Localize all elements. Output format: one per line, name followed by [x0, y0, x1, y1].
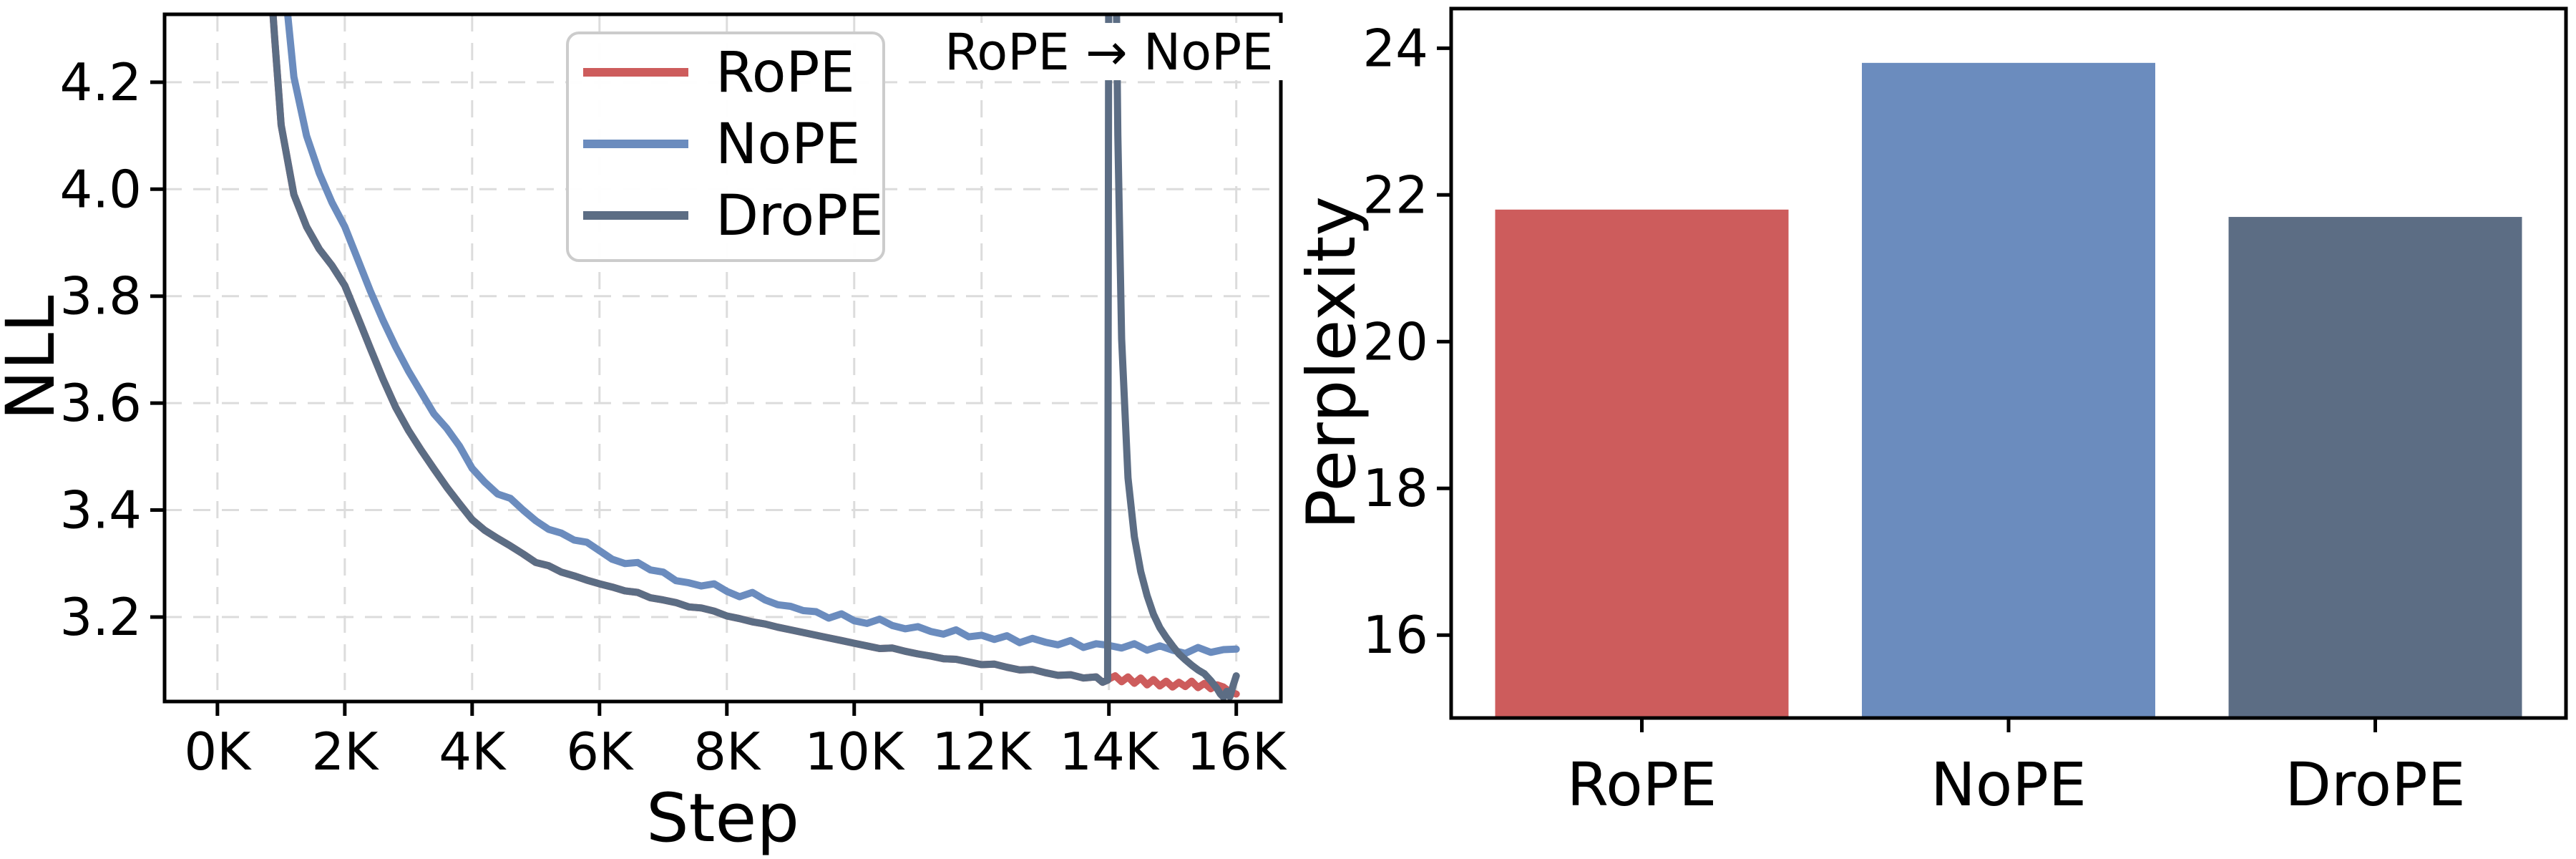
y-tick-label: 4.0 [59, 159, 142, 219]
category-label-rope: RoPE [1567, 749, 1717, 820]
x-tick-label: 4K [439, 722, 507, 782]
nll-curve-nope [283, 14, 1240, 657]
x-tick-label: 14K [1059, 722, 1160, 782]
x-tick-label: 8K [693, 722, 761, 782]
x-tick-label: 10K [804, 722, 905, 782]
left-plot-tick-labels: 0K 2K 4K 6K 8K 10K 12K 14K 16K 3.2 3.4 3.6 3.8 4.0 4.2 [59, 52, 1287, 782]
y-tick-label: 24 [1362, 18, 1428, 78]
annotation-background [930, 23, 1288, 81]
y-tick-label: 4.2 [59, 52, 142, 112]
y-tick-label: 18 [1362, 458, 1428, 518]
nll-curves [269, 14, 1240, 701]
category-label-nope: NoPE [1931, 749, 2087, 820]
x-tick-label: 0K [184, 722, 252, 782]
x-tick-label: 16K [1186, 722, 1287, 782]
legend-frame [566, 31, 885, 262]
y-tick-label: 3.8 [59, 266, 142, 326]
right-plot-ticks [1437, 46, 2377, 732]
y-axis-label-nll: NLL [0, 295, 70, 420]
x-tick-label: 12K [932, 722, 1033, 782]
y-axis-label-perplexity: Perplexity [1293, 196, 1371, 530]
y-tick-label: 20 [1362, 311, 1428, 372]
legend-label-rope: RoPE [716, 41, 855, 105]
legend-label-nope: NoPE [716, 112, 860, 177]
axes-frame [162, 12, 1283, 704]
y-tick-label: 3.6 [59, 373, 142, 433]
y-tick-label: 3.4 [59, 480, 142, 540]
category-label-drope: DroPE [2285, 749, 2466, 820]
rope-to-nope-annotation: RoPE → NoPE [930, 23, 1288, 82]
y-tick-label: 22 [1362, 165, 1428, 225]
x-tick-label: 6K [566, 722, 634, 782]
legend-label-drope: DroPE [716, 184, 883, 248]
right-plot-tick-labels: 16 18 20 22 24 RoPE NoPE DroPE [1362, 18, 2465, 820]
perplexity-bars [1495, 62, 2522, 719]
annotation-text: RoPE → NoPE [945, 23, 1274, 82]
x-axis-label-step: Step [646, 780, 799, 858]
y-tick-label: 16 [1362, 605, 1428, 665]
y-tick-label: 3.2 [59, 587, 142, 647]
bar-nope [1862, 62, 2155, 718]
bar-drope [2228, 217, 2522, 719]
left-plot-spines [162, 12, 1283, 704]
nll-curve-drope [269, 14, 1240, 701]
left-plot-ticks [150, 80, 1239, 716]
bar-rope [1495, 209, 1789, 718]
x-tick-label: 2K [311, 722, 379, 782]
legend-box: RoPE NoPE DroPE [566, 31, 885, 262]
